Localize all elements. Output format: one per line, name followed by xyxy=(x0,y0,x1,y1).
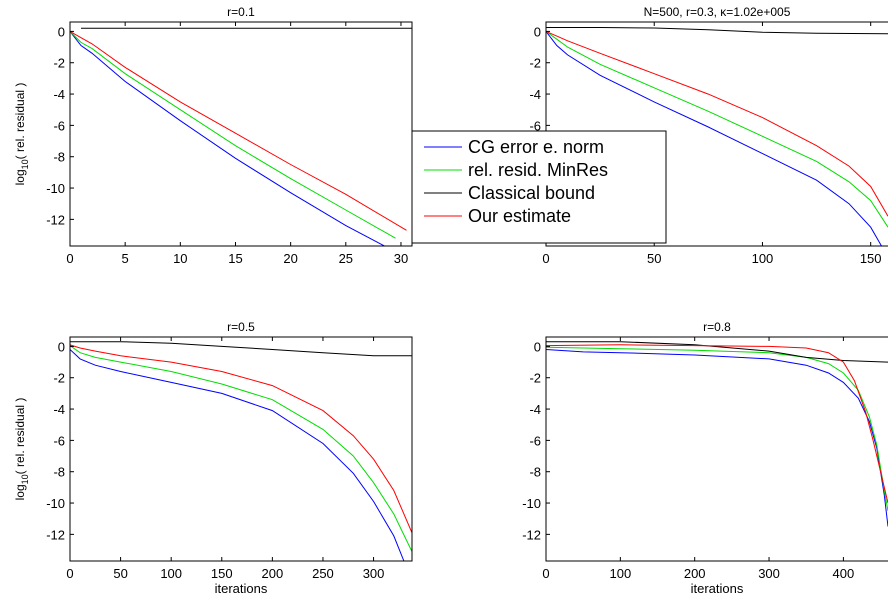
subplot-4: r=0.8 0 100 200 300 400 0 -2 -4 -6 -8 -10 -12 iterati… xyxy=(522,320,888,596)
y-axis-label: log10( rel. residual ) xyxy=(13,83,30,186)
y-tick-label: -12 xyxy=(46,527,65,542)
subplot-title: r=0.8 xyxy=(703,320,731,334)
x-tick-label: 300 xyxy=(758,566,780,581)
y-tick-label: -12 xyxy=(46,212,65,227)
y-axis-label: log10( rel. residual ) xyxy=(13,398,30,501)
y-tick-label: -8 xyxy=(53,465,65,480)
x-tick-label: 100 xyxy=(160,566,182,581)
legend-entry-2: rel. resid. MinRes xyxy=(468,160,608,180)
y-tick-label: -2 xyxy=(53,371,65,386)
y-tick-label: 0 xyxy=(534,24,541,39)
x-tick-label: 10 xyxy=(173,251,187,266)
x-tick-label: 0 xyxy=(66,566,73,581)
y-tick-label: -12 xyxy=(522,527,541,542)
y-tick-label: -8 xyxy=(53,150,65,165)
subplot-title: N=500, r=0.3, κ=1.02e+005 xyxy=(644,5,791,19)
axes-frame xyxy=(69,336,413,562)
series-line-1 xyxy=(70,349,405,561)
x-tick-label: 50 xyxy=(113,566,127,581)
x-axis-label: iterations xyxy=(691,581,744,596)
legend-entry-1: CG error e. norm xyxy=(468,137,604,157)
x-tick-label: 300 xyxy=(363,566,385,581)
series-line-4 xyxy=(546,344,888,504)
subplot-title: r=0.5 xyxy=(227,320,255,334)
y-tick-label: -2 xyxy=(529,56,541,71)
x-tick-label: 50 xyxy=(647,251,661,266)
y-tick-label: -6 xyxy=(529,118,541,133)
series-line-3 xyxy=(546,341,888,363)
legend-entry-4: Our estimate xyxy=(468,206,571,226)
y-tick-label: -2 xyxy=(529,371,541,386)
subplot-3: r=0.5 0 50 100 150 200 250 300 0 -2 -4 -6 -8 -10 -12 it… xyxy=(13,320,413,596)
y-tick-label: 0 xyxy=(58,24,65,39)
x-tick-label: 30 xyxy=(394,251,408,266)
y-tick-label: -4 xyxy=(529,402,541,417)
series-line-1 xyxy=(546,349,888,527)
x-tick-label: 0 xyxy=(66,251,73,266)
x-tick-label: 200 xyxy=(684,566,706,581)
series-line-3 xyxy=(546,27,888,35)
series-line-3 xyxy=(70,341,412,357)
series-line-4 xyxy=(546,30,888,217)
y-tick-label: -6 xyxy=(529,433,541,448)
legend: CG error e. norm rel. resid. MinRes Classi… xyxy=(411,130,667,244)
x-axis-label: iterations xyxy=(215,581,268,596)
x-tick-label: 0 xyxy=(542,251,549,266)
x-tick-label: 15 xyxy=(228,251,242,266)
legend-entry-3: Classical bound xyxy=(468,183,595,203)
x-tick-label: 0 xyxy=(542,566,549,581)
y-tick-label: -8 xyxy=(529,465,541,480)
x-tick-label: 100 xyxy=(609,566,631,581)
series-line-2 xyxy=(70,345,412,552)
y-tick-label: 0 xyxy=(58,339,65,354)
x-tick-label: 100 xyxy=(752,251,774,266)
axes-frame xyxy=(545,336,888,562)
x-tick-label: 250 xyxy=(312,566,334,581)
subplot-title: r=0.1 xyxy=(227,5,255,19)
x-tick-label: 5 xyxy=(122,251,129,266)
y-tick-label: -10 xyxy=(46,496,65,511)
y-tick-label: -4 xyxy=(529,87,541,102)
series-line-2 xyxy=(546,30,888,228)
series-line-2 xyxy=(70,31,396,239)
y-tick-label: -6 xyxy=(53,433,65,448)
x-tick-label: 150 xyxy=(211,566,233,581)
x-tick-label: 20 xyxy=(283,251,297,266)
y-tick-label: -4 xyxy=(53,402,65,417)
x-tick-label: 400 xyxy=(833,566,855,581)
y-tick-label: -10 xyxy=(46,181,65,196)
series-line-4 xyxy=(70,344,412,533)
axes-frame xyxy=(69,21,413,247)
x-tick-label: 25 xyxy=(339,251,353,266)
y-tick-label: -10 xyxy=(522,496,541,511)
y-tick-label: -6 xyxy=(53,118,65,133)
series-line-1 xyxy=(70,31,385,246)
series-line-4 xyxy=(70,30,407,231)
subplot-1: r=0.1 0 5 10 15 20 25 30 0 -2 -4 -6 -8 -10 -12 log10( r… xyxy=(13,5,413,266)
y-tick-label: -2 xyxy=(53,56,65,71)
x-tick-label: 200 xyxy=(262,566,284,581)
series-line-2 xyxy=(546,346,888,511)
y-tick-label: -4 xyxy=(53,87,65,102)
legend-box xyxy=(411,130,667,244)
series-line-1 xyxy=(546,31,882,246)
x-tick-label: 150 xyxy=(860,251,882,266)
y-tick-label: 0 xyxy=(534,339,541,354)
